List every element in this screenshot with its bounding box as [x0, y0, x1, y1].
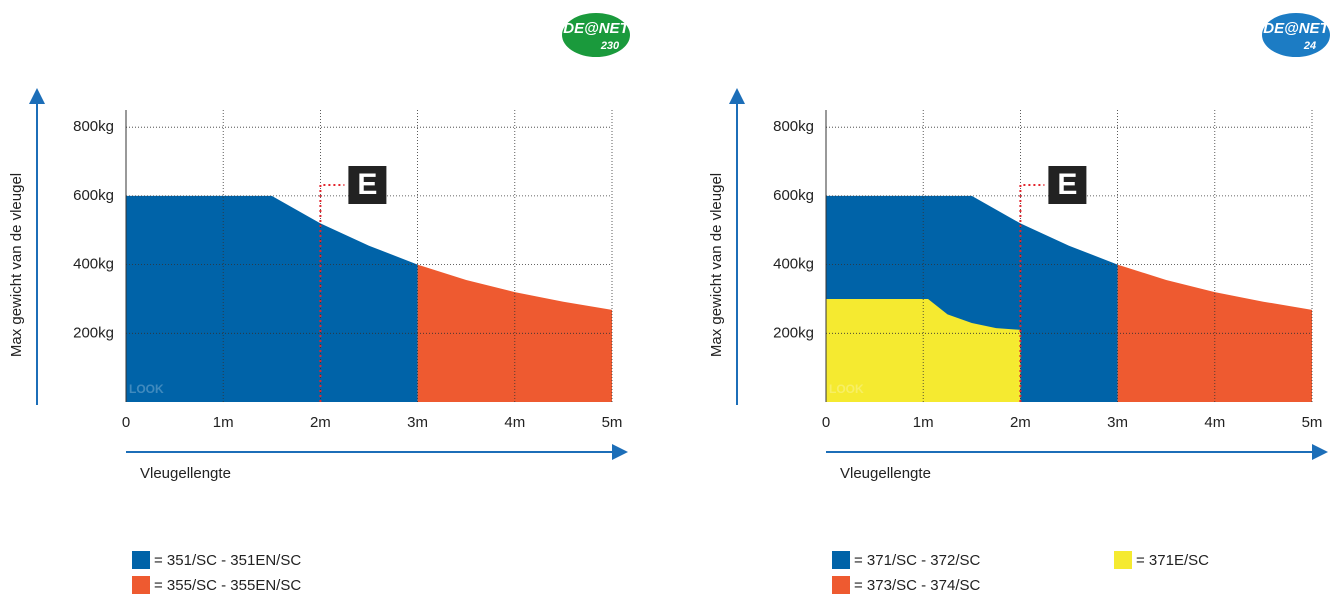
y-tick-label: 200kg	[773, 324, 814, 341]
chart: 200kg 400kg 600kg 800kg 0 1m 2m 3m 4m 5m LOOK E Max …	[708, 13, 1331, 594]
annotation-label: E	[357, 168, 377, 201]
annotation-box	[348, 166, 387, 204]
logo-badge	[562, 13, 630, 57]
y-tick-label: 800kg	[773, 118, 814, 135]
logo-model: 230	[600, 40, 620, 52]
legend-swatch	[832, 576, 850, 594]
x-tick-label: 5m	[1302, 414, 1323, 431]
x-tick-label: 1m	[913, 414, 934, 431]
legend-swatch	[1114, 551, 1132, 569]
annotation-box	[1048, 166, 1087, 204]
logo-badge	[1262, 13, 1330, 57]
x-tick-label: 4m	[1204, 414, 1225, 431]
x-tick-label: 2m	[310, 414, 331, 431]
y-axis-label: Max gewicht van de vleugel	[8, 173, 25, 357]
x-tick-label: 1m	[213, 414, 234, 431]
annotation-label: E	[1057, 168, 1077, 201]
y-tick-label: 800kg	[73, 118, 114, 135]
x-tick-label: 0	[822, 414, 830, 431]
x-tick-label: 0	[122, 414, 130, 431]
annotation-line	[1019, 184, 1045, 402]
chart: 200kg 400kg 600kg 800kg 0 1m 2m 3m 4m 5m LOOK E Max …	[8, 13, 631, 594]
x-tick-label: 3m	[407, 414, 428, 431]
x-axis-arrowhead	[1312, 444, 1328, 460]
x-axis-label: Vleugellengte	[840, 465, 931, 482]
x-tick-label: 5m	[602, 414, 623, 431]
x-tick-label: 4m	[504, 414, 525, 431]
x-axis-label: Vleugellengte	[140, 465, 231, 482]
y-axis-arrowhead	[29, 88, 45, 104]
y-tick-label: 400kg	[773, 256, 814, 273]
legend-label: = 351/SC - 351EN/SC	[154, 552, 301, 569]
x-tick-label: 2m	[1010, 414, 1031, 431]
y-axis-arrowhead	[729, 88, 745, 104]
logo-model: 24	[1303, 40, 1316, 52]
watermark: LOOK	[829, 382, 864, 396]
legend-label: = 371/SC - 372/SC	[854, 552, 980, 569]
area	[1117, 264, 1312, 402]
annotation-line	[319, 184, 345, 402]
x-axis-arrowhead	[612, 444, 628, 460]
legend-swatch	[132, 551, 150, 569]
legend-label: = 373/SC - 374/SC	[854, 577, 980, 594]
area	[126, 195, 418, 402]
x-tick-label: 3m	[1107, 414, 1128, 431]
y-tick-label: 600kg	[773, 187, 814, 204]
logo-brand: DE@NET	[1263, 20, 1330, 37]
legend-label: = 371E/SC	[1136, 552, 1209, 569]
y-axis-label: Max gewicht van de vleugel	[708, 173, 725, 357]
y-tick-label: 600kg	[73, 187, 114, 204]
y-tick-label: 200kg	[73, 324, 114, 341]
legend-swatch	[832, 551, 850, 569]
legend-label: = 355/SC - 355EN/SC	[154, 577, 301, 594]
area	[417, 264, 612, 402]
watermark: LOOK	[129, 382, 164, 396]
legend-swatch	[132, 576, 150, 594]
y-tick-label: 400kg	[73, 256, 114, 273]
logo-brand: DE@NET	[563, 20, 630, 37]
